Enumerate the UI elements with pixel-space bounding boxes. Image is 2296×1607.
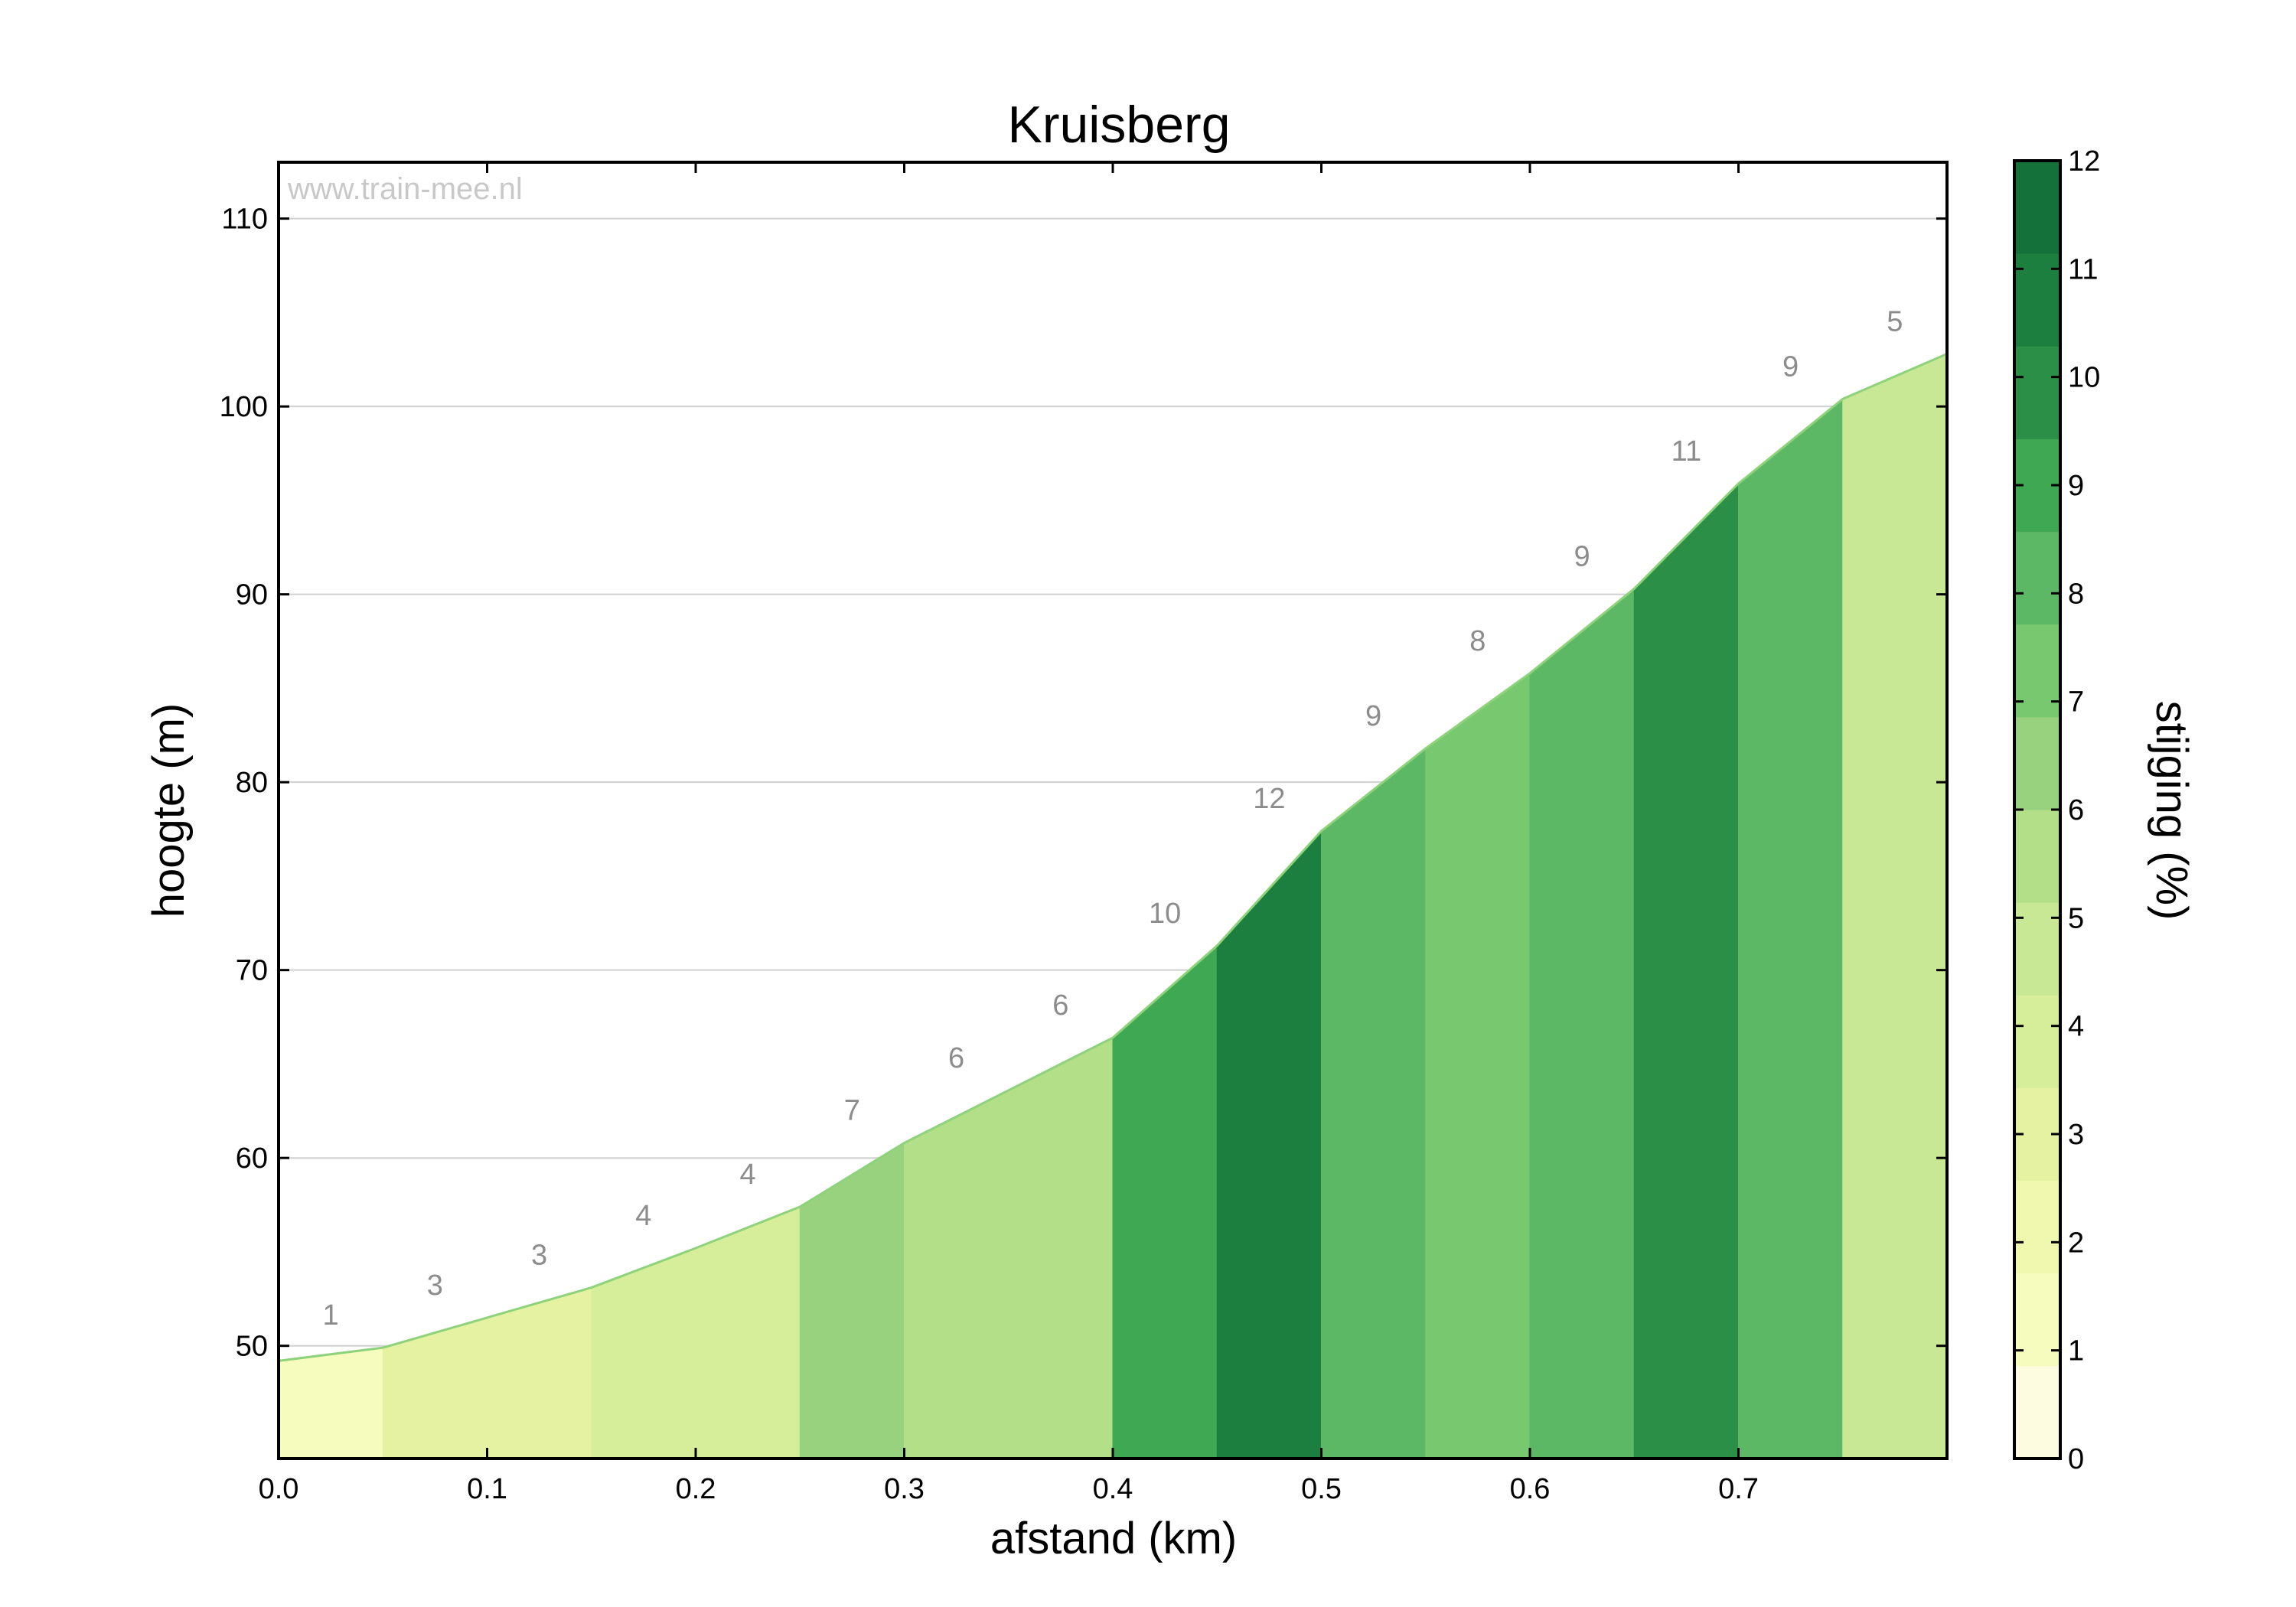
y-tick-label: 60 <box>236 1143 268 1175</box>
grade-label: 12 <box>1253 783 1285 815</box>
x-tick-label: 0.3 <box>884 1473 925 1505</box>
plot-area: 1 3 3 4 4 7 6 6 10 12 9 8 9 11 9 5 www.train-mee.nl 0.0… <box>220 161 1949 1505</box>
colorbar-band <box>2014 902 2060 996</box>
colorbar-tick-label: 5 <box>2068 902 2084 934</box>
profile-segments <box>278 353 1948 1459</box>
profile-segment <box>278 1347 383 1459</box>
grade-label: 10 <box>1149 898 1181 930</box>
x-tick-label: 0.7 <box>1718 1473 1759 1505</box>
colorbar-band <box>2014 531 2060 625</box>
colorbar-band <box>2014 1365 2060 1459</box>
grade-label: 3 <box>427 1270 443 1302</box>
profile-segment <box>1738 398 1844 1459</box>
colorbar-tick-label: 9 <box>2068 470 2084 502</box>
y-tick-label: 110 <box>221 204 268 236</box>
colorbar-tick-label: 7 <box>2068 686 2084 719</box>
colorbar-tick-label: 1 <box>2068 1335 2084 1367</box>
grade-label: 9 <box>1365 700 1381 732</box>
grade-label: 6 <box>948 1042 964 1074</box>
colorbar-band <box>2014 1273 2060 1367</box>
profile-segment <box>1529 588 1635 1459</box>
colorbar-title: stijging (%) <box>2147 701 2197 921</box>
colorbar-band <box>2014 253 2060 347</box>
y-tick-label: 100 <box>220 391 268 423</box>
y-tick-label: 70 <box>236 955 268 987</box>
x-axis-ticks: 0.0 0.1 0.2 0.3 0.4 0.5 0.6 0.7 <box>259 162 1759 1505</box>
profile-segment <box>1321 747 1427 1459</box>
profile-segment <box>1425 672 1531 1459</box>
colorbar-tick-label: 2 <box>2068 1227 2084 1259</box>
x-tick-label: 0.5 <box>1301 1473 1342 1505</box>
colorbar-band <box>2014 995 2060 1088</box>
grade-label: 1 <box>323 1299 339 1332</box>
x-tick-label: 0.1 <box>467 1473 507 1505</box>
colorbar-tick-label: 0 <box>2068 1443 2084 1475</box>
colorbar-tick-label: 12 <box>2068 145 2100 178</box>
chart-title: Kruisberg <box>1007 96 1230 154</box>
colorbar-tick-label: 4 <box>2068 1011 2084 1043</box>
profile-segment <box>1008 1037 1114 1459</box>
x-tick-label: 0.6 <box>1510 1473 1551 1505</box>
grade-label: 7 <box>844 1095 860 1127</box>
colorbar-band <box>2014 1180 2060 1274</box>
grade-label: 4 <box>635 1200 651 1232</box>
grade-label: 9 <box>1574 540 1590 572</box>
colorbar-band <box>2014 810 2060 903</box>
x-tick-label: 0.2 <box>676 1473 716 1505</box>
profile-segment <box>1842 353 1948 1459</box>
grade-label: 8 <box>1469 625 1486 657</box>
grade-labels: 1 3 3 4 4 7 6 6 10 12 9 8 9 11 9 5 <box>323 305 1903 1332</box>
colorbar-tick-label: 10 <box>2068 362 2100 394</box>
y-tick-label: 80 <box>236 767 268 799</box>
profile-segment <box>1633 482 1739 1459</box>
grade-label: 3 <box>531 1240 547 1272</box>
watermark: www.train-mee.nl <box>287 172 523 206</box>
grade-label: 5 <box>1887 305 1903 337</box>
colorbar-tick-label: 6 <box>2068 794 2084 826</box>
colorbar-tick-label: 8 <box>2068 578 2084 610</box>
grade-label: 11 <box>1671 435 1701 468</box>
y-tick-label: 90 <box>236 579 268 611</box>
profile-segment <box>904 1089 1009 1459</box>
grade-label: 4 <box>740 1159 756 1191</box>
colorbar-band <box>2014 716 2060 810</box>
profile-segment <box>695 1206 801 1459</box>
colorbar-band <box>2014 161 2060 254</box>
x-tick-label: 0.0 <box>259 1473 299 1505</box>
profile-line <box>278 353 1948 1362</box>
colorbar-band <box>2014 624 2060 718</box>
y-tick-label: 50 <box>236 1331 268 1363</box>
x-tick-label: 0.4 <box>1093 1473 1133 1505</box>
grade-label: 6 <box>1052 989 1068 1022</box>
y-axis-title: hoogte (m) <box>144 703 194 918</box>
colorbar-band <box>2014 346 2060 439</box>
grade-label: 9 <box>1782 350 1799 383</box>
colorbar-tick-label: 11 <box>2068 253 2098 285</box>
colorbar-tick-label: 3 <box>2068 1119 2084 1151</box>
x-axis-title: afstand (km) <box>990 1514 1237 1563</box>
